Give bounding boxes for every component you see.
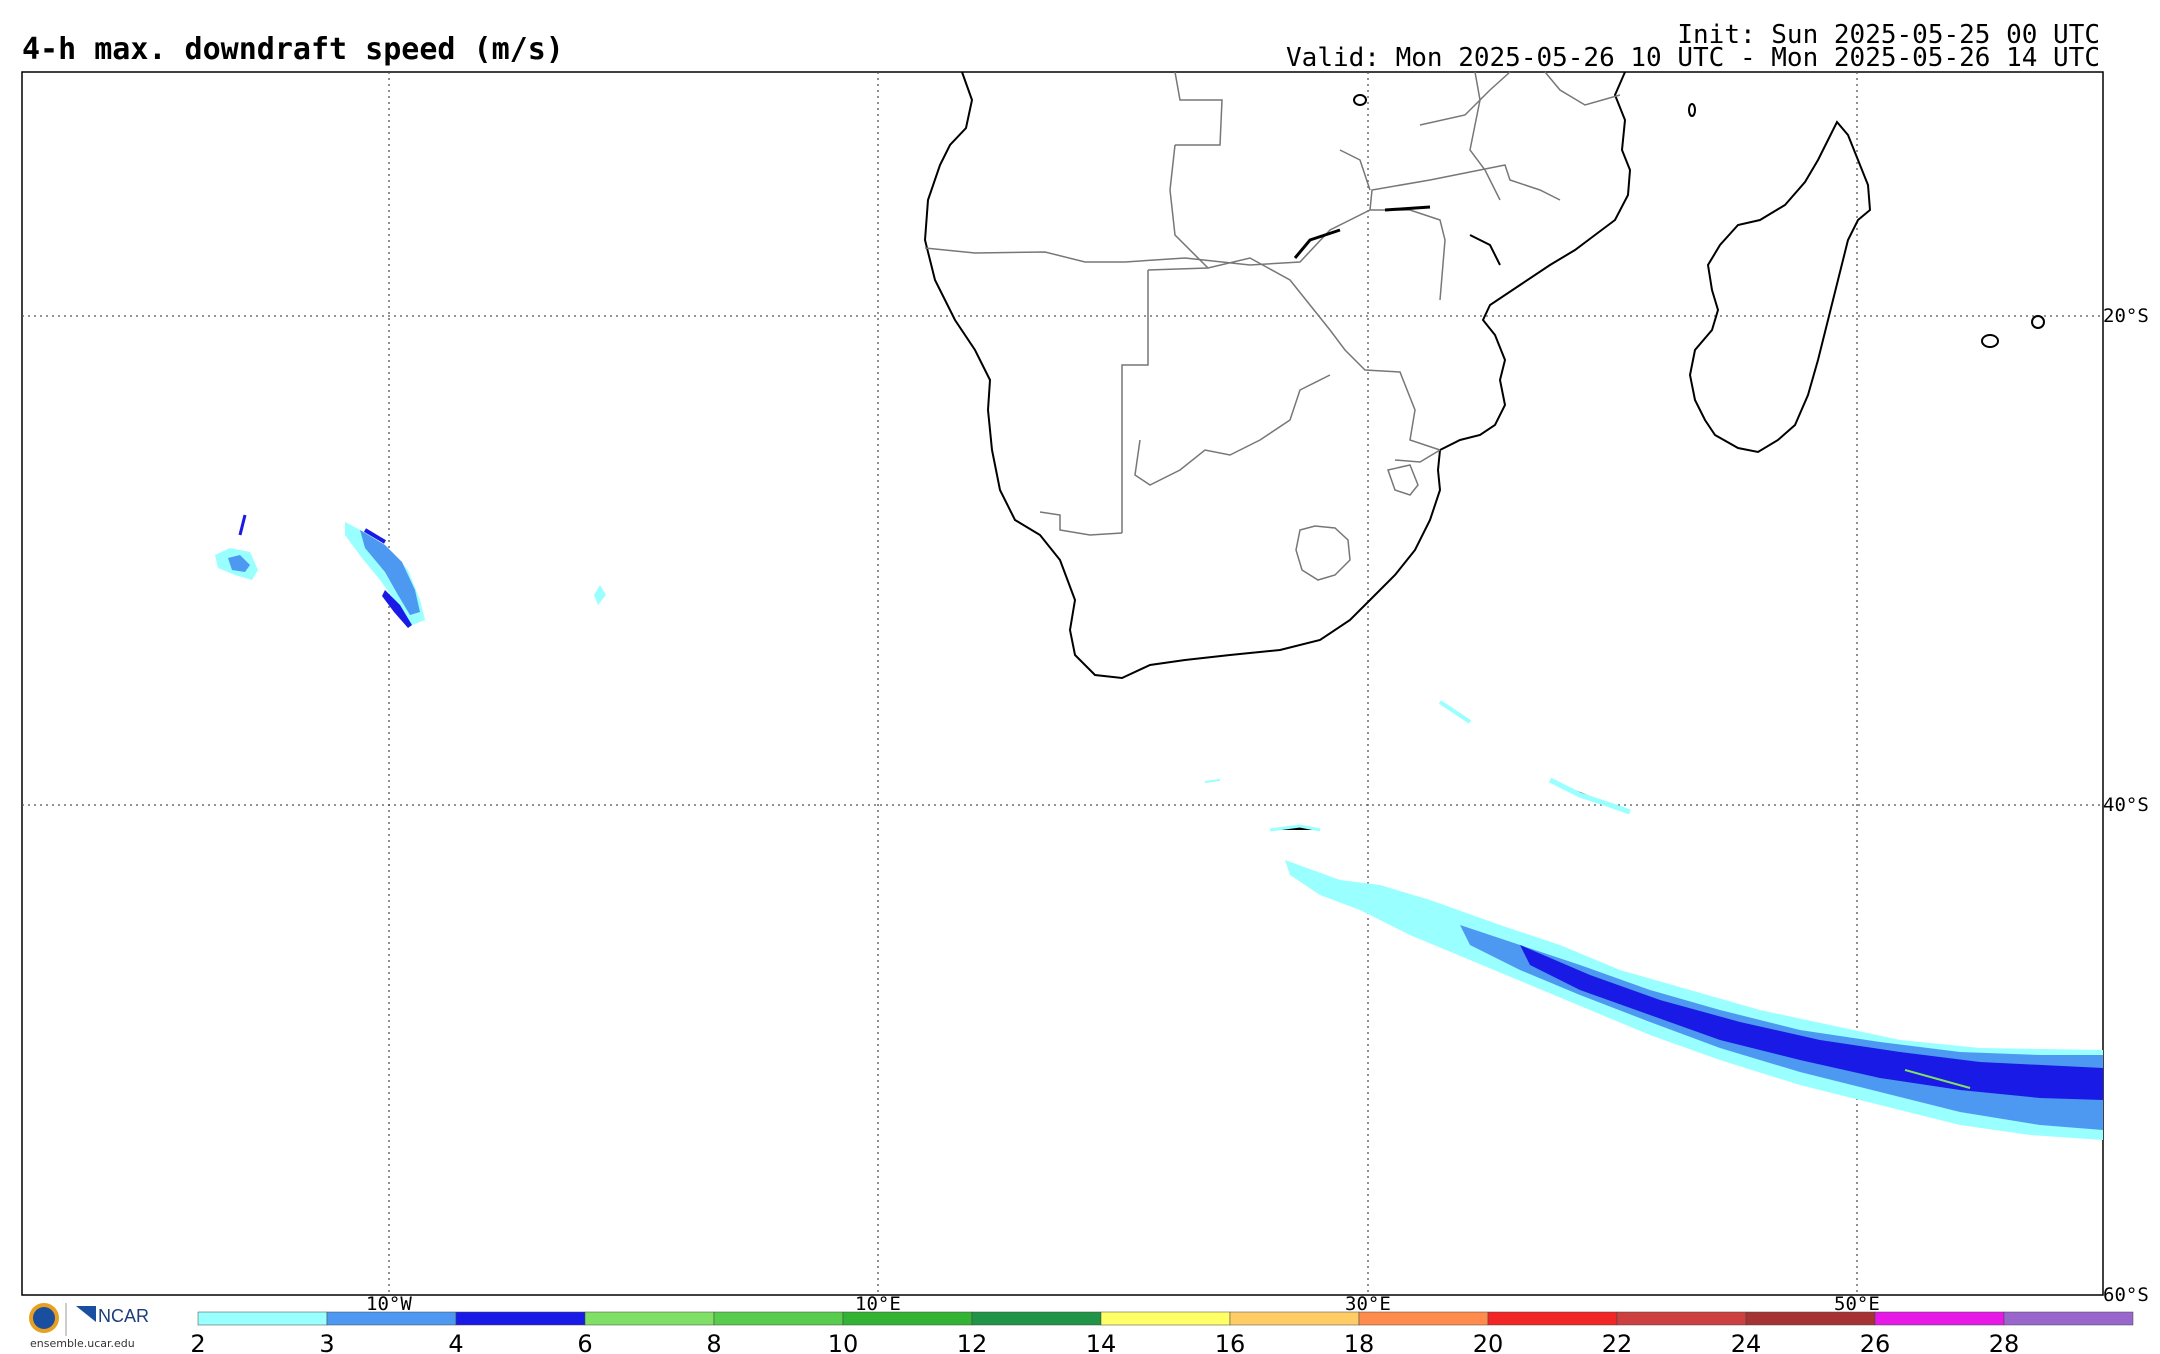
downdraft-atlantic-cells <box>215 514 1631 832</box>
africa-coastline <box>923 71 1632 680</box>
nsf-ncar-logo-icon <box>29 1303 96 1336</box>
colorbar-tick-label: 26 <box>1860 1330 1891 1354</box>
colorbar-swatch <box>1100 1311 1231 1326</box>
lat-label-60s: 60°S <box>2103 1284 2149 1306</box>
colorbar-swatch <box>197 1311 328 1326</box>
lake-tanganyika <box>1384 205 1431 212</box>
colorbar-swatch <box>842 1311 973 1326</box>
colorbar-tick-label: 2 <box>190 1330 205 1354</box>
ncar-logo-text: NCAR <box>98 1306 150 1326</box>
downdraft-band <box>1285 860 2103 1140</box>
colorbar-tick-label: 3 <box>319 1330 334 1354</box>
downdraft-6-8-streak <box>1904 1069 1971 1089</box>
colorbar-swatch <box>713 1311 844 1326</box>
valid-time: Valid: Mon 2025-05-26 10 UTC - Mon 2025-… <box>1286 43 2100 73</box>
colorbar-tick-label: 20 <box>1473 1330 1504 1354</box>
logo-url: ensemble.ucar.edu <box>30 1337 135 1350</box>
colorbar-tick-label: 8 <box>706 1330 721 1354</box>
colorbar-tick-label: 12 <box>957 1330 988 1354</box>
colorbar-swatch <box>1874 1311 2005 1326</box>
colorbar-swatch <box>971 1311 1102 1326</box>
lon-label-10e: 10°E <box>855 1293 901 1315</box>
lon-label-50e: 50°E <box>1834 1293 1880 1315</box>
colorbar-tick-label: 4 <box>448 1330 463 1354</box>
lake-kariba <box>1293 228 1341 259</box>
colorbar-swatch <box>455 1311 586 1326</box>
colorbar-swatch <box>1358 1311 1489 1326</box>
lake-island <box>1353 94 1367 106</box>
comoros-island <box>1688 103 1696 117</box>
lake-malawi <box>1469 234 1501 266</box>
lon-label-10w: 10°W <box>366 1293 412 1315</box>
colorbar-tick-label: 14 <box>1086 1330 1117 1354</box>
map-title: 4-h max. downdraft speed (m/s) <box>22 32 564 67</box>
graticule <box>22 72 2103 1295</box>
colorbar: 2 3 4 6 8 10 12 14 16 18 20 22 24 26 28 <box>190 1311 2134 1354</box>
reunion-island <box>2031 315 2045 329</box>
colorbar-swatch <box>326 1311 457 1326</box>
madagascar-coastline <box>1688 120 1872 454</box>
init-time: Init: Sun 2025-05-25 00 UTC <box>1677 20 2100 50</box>
colorbar-tick-label: 22 <box>1602 1330 1633 1354</box>
colorbar-tick-label: 28 <box>1989 1330 2020 1354</box>
colorbar-swatch <box>2003 1311 2134 1326</box>
downdraft-4-6-region <box>1520 945 2103 1100</box>
lat-label-40s: 40°S <box>2103 794 2149 816</box>
map-frame <box>21 71 2104 1296</box>
colorbar-swatch <box>1487 1311 1618 1326</box>
colorbar-tick-label: 10 <box>828 1330 859 1354</box>
lat-label-20s: 20°S <box>2103 305 2149 327</box>
colorbar-tick-label: 24 <box>1731 1330 1762 1354</box>
colorbar-tick-label: 16 <box>1215 1330 1246 1354</box>
colorbar-tick-label: 6 <box>577 1330 592 1354</box>
colorbar-swatch <box>1616 1311 1747 1326</box>
colorbar-swatch <box>1229 1311 1360 1326</box>
lon-label-30e: 30°E <box>1345 1293 1391 1315</box>
colorbar-tick-label: 18 <box>1344 1330 1375 1354</box>
country-borders <box>924 71 1621 581</box>
colorbar-swatch <box>1745 1311 1876 1326</box>
mauritius-island <box>1981 334 1999 348</box>
colorbar-swatch <box>584 1311 715 1326</box>
